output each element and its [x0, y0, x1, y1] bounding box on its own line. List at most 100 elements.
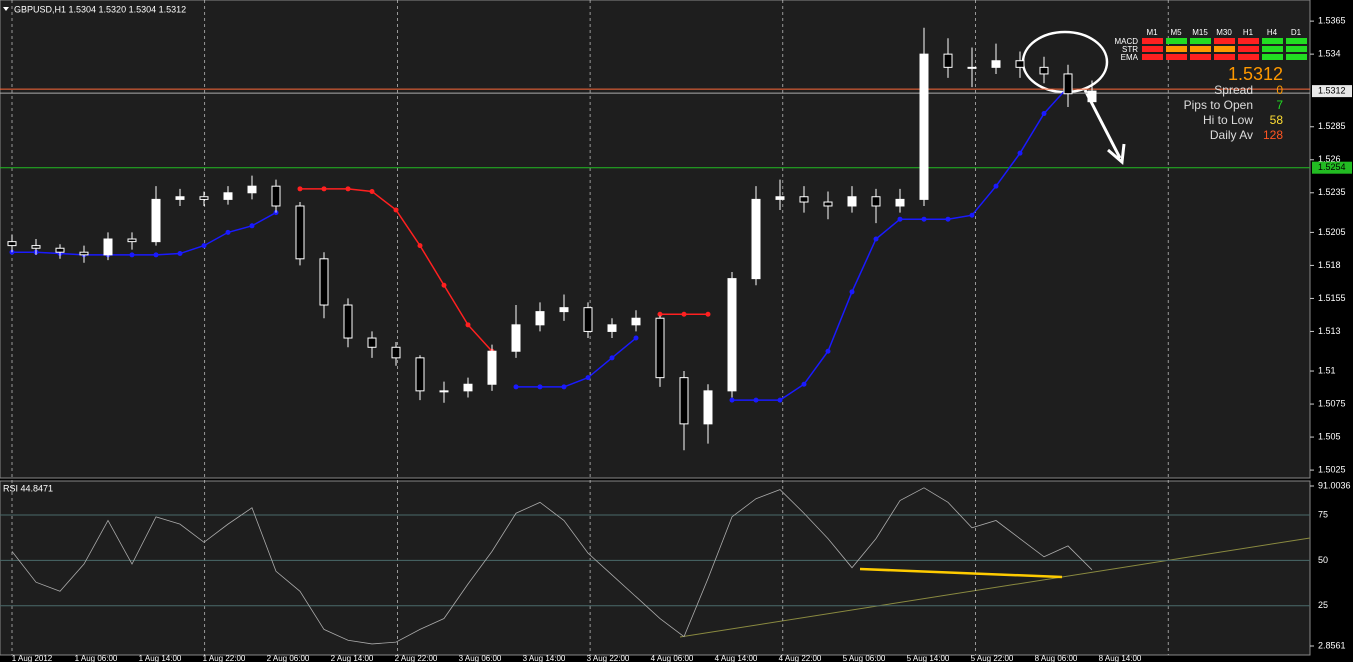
candle-body [175, 196, 185, 200]
indicator-dot [753, 397, 759, 403]
candle-body [127, 238, 137, 243]
candle-body [199, 196, 209, 200]
stat-value: 7 [1276, 98, 1283, 112]
indicator-dot [729, 397, 735, 403]
candle-body [79, 251, 89, 256]
row-label: MACD [1114, 37, 1138, 46]
y-tick-label: 1.505 [1318, 431, 1341, 441]
x-tick-label: 3 Aug 06:00 [459, 654, 502, 662]
x-tick-label: 4 Aug 22:00 [779, 654, 822, 662]
y-tick-label: 1.5205 [1318, 227, 1346, 237]
x-tick-label: 8 Aug 06:00 [1035, 654, 1078, 662]
indicator-dot [369, 188, 375, 194]
candle-body [319, 258, 329, 306]
y-tick-label: 1.5235 [1318, 187, 1346, 197]
header-arrow [3, 7, 9, 11]
indicator-dot [945, 216, 951, 222]
signal-cell [1238, 54, 1259, 60]
signal-cell [1214, 46, 1235, 52]
candle-body [31, 245, 41, 249]
x-tick-label: 1 Aug 06:00 [75, 654, 118, 662]
candle-body [511, 324, 521, 352]
signal-cell [1190, 38, 1211, 44]
x-tick-label: 5 Aug 14:00 [907, 654, 950, 662]
signal-cell [1286, 46, 1307, 52]
candle-body [151, 198, 161, 243]
candle-body [535, 311, 545, 326]
x-tick-label: 1 Aug 14:00 [139, 654, 182, 662]
signal-cell [1286, 54, 1307, 60]
candle-body [439, 390, 449, 393]
x-tick-label: 5 Aug 06:00 [843, 654, 886, 662]
rsi-tick-label: 50 [1318, 555, 1328, 565]
x-tick-label: 5 Aug 22:00 [971, 654, 1014, 662]
indicator-dot [225, 229, 231, 235]
signal-cell [1214, 54, 1235, 60]
row-label: STR [1122, 45, 1138, 54]
x-tick-label: 2 Aug 22:00 [395, 654, 438, 662]
candle-body [871, 196, 881, 207]
indicator-dot [441, 282, 447, 288]
signal-cell [1142, 46, 1163, 52]
x-tick-label: 2 Aug 14:00 [331, 654, 374, 662]
y-tick-label: 1.5155 [1318, 293, 1346, 303]
indicator-dot [177, 251, 183, 257]
indicator-dot [969, 212, 975, 218]
x-tick-label: 4 Aug 14:00 [715, 654, 758, 662]
candle-body [1063, 73, 1073, 95]
indicator-dot [849, 289, 855, 295]
indicator-dot [801, 381, 807, 387]
rsi-divergence-line [859, 567, 1063, 579]
candle-body [967, 66, 977, 69]
stat-label: Hi to Low [1203, 113, 1253, 127]
signal-cell [1262, 46, 1283, 52]
symbol-header: GBPUSD,H1 1.5304 1.5320 1.5304 1.5312 [14, 4, 186, 14]
timeframe-label: D1 [1291, 28, 1302, 37]
indicator-dot [1041, 111, 1047, 117]
indicator-dot [129, 252, 135, 258]
signal-cell [1286, 38, 1307, 44]
signal-cell [1262, 38, 1283, 44]
candle-body [463, 383, 473, 392]
signal-cell [1142, 54, 1163, 60]
signal-cell [1166, 38, 1187, 44]
candle-body [607, 324, 617, 332]
rsi-pane [0, 480, 1311, 656]
level-label-box [1312, 161, 1352, 174]
candle-body [55, 247, 65, 253]
y-tick-label: 1.51 [1318, 365, 1336, 375]
candle-body [655, 317, 665, 379]
bid-label: 1.5312 [1318, 85, 1346, 95]
indicator-dot [321, 186, 327, 192]
x-tick-label: 4 Aug 06:00 [651, 654, 694, 662]
indicator-dot [153, 252, 159, 258]
candle-body [7, 241, 17, 247]
candle-body [895, 198, 905, 207]
candle-body [679, 377, 689, 425]
stat-label: Spread [1214, 83, 1253, 97]
x-tick-label: 3 Aug 14:00 [523, 654, 566, 662]
indicator-dot [873, 236, 879, 242]
signal-cell [1166, 54, 1187, 60]
signal-cell [1190, 46, 1211, 52]
rsi-tick-label: 75 [1318, 509, 1328, 519]
indicator-dot [657, 311, 663, 317]
candle-body [103, 238, 113, 256]
candle-body [343, 304, 353, 339]
stat-value: 58 [1270, 113, 1284, 127]
indicator-dot [825, 348, 831, 354]
signal-cell [1190, 54, 1211, 60]
indicator-dot [249, 223, 255, 229]
signal-cell [1142, 38, 1163, 44]
indicator-dot [513, 384, 519, 390]
candle-body [727, 278, 737, 392]
candle-body [247, 185, 257, 194]
signal-cell [1238, 46, 1259, 52]
price-pane [0, 0, 1311, 479]
indicator-dot [609, 355, 615, 361]
y-tick-label: 1.5075 [1318, 398, 1346, 408]
indicator-dot [1017, 150, 1023, 156]
y-tick-label: 1.526 [1318, 154, 1341, 164]
candle-body [847, 196, 857, 207]
stat-value: 128 [1263, 128, 1283, 142]
